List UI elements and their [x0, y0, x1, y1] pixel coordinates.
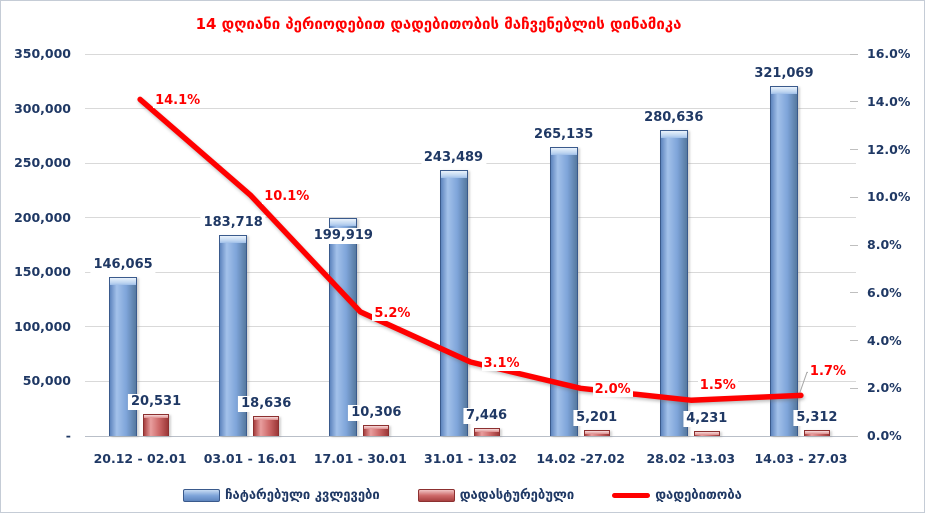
- bar-top-highlight: [804, 431, 829, 435]
- x-axis-label: 03.01 - 16.01: [203, 451, 297, 466]
- line-point-label: 5.2%: [372, 305, 413, 321]
- bar-conducted-tests: [109, 276, 138, 436]
- right-axis-tick: [850, 340, 858, 341]
- y-axis-label-left: 150,000: [14, 264, 71, 280]
- bar-confirmed: [803, 430, 830, 436]
- legend-label-confirmed: დადასტურებული: [459, 487, 575, 503]
- line-point-label: 2.0%: [592, 382, 633, 398]
- legend-item-confirmed: დადასტურებული: [417, 487, 575, 503]
- bar-confirmed: [143, 413, 170, 436]
- bar-conducted-tests: [659, 129, 688, 436]
- legend-label-positivity: დადებითობა: [655, 487, 742, 503]
- right-axis-tick: [850, 244, 858, 246]
- gridline: [85, 53, 856, 55]
- y-axis-label-left: 300,000: [14, 100, 71, 116]
- bar-confirmed: [363, 424, 390, 436]
- y-axis-label-right: 6.0%: [867, 284, 902, 300]
- bar-conducted-tests: [329, 217, 358, 436]
- legend-label-conducted-tests: ჩატარებული კვლევები: [225, 487, 380, 503]
- x-axis-label: 17.01 - 30.01: [313, 451, 407, 466]
- legend: ჩატარებული კვლევები დადასტურებული დადები…: [1, 483, 924, 507]
- line-point-label: 1.7%: [807, 364, 848, 380]
- x-axis-label: 28.02 -13.03: [646, 451, 736, 466]
- bar-top-highlight: [110, 277, 137, 285]
- bar-confirmed: [693, 431, 720, 436]
- bar-conducted-tests: [439, 170, 468, 436]
- right-axis-tick: [850, 435, 858, 437]
- line-point-label: 3.1%: [481, 355, 522, 371]
- y-axis-label-right: 14.0%: [867, 93, 911, 109]
- legend-item-conducted-tests: ჩატარებული კვლევები: [183, 488, 380, 503]
- line-point-label: 1.5%: [697, 378, 738, 394]
- y-axis-label-left: 100,000: [14, 318, 71, 334]
- line-point-label: 14.1%: [153, 93, 203, 109]
- x-axis-label: 14.03 - 27.03: [754, 451, 848, 466]
- y-axis-label-right: 10.0%: [867, 189, 911, 205]
- bar-confirmed: [253, 415, 280, 436]
- bar-top-highlight: [144, 414, 169, 418]
- bar-top-highlight: [220, 236, 247, 244]
- y-axis-label-left: 200,000: [14, 209, 71, 225]
- bar-label-conducted: 183,718: [200, 215, 266, 232]
- bar-label-conducted: 321,069: [751, 65, 817, 82]
- bar-top-highlight: [694, 432, 719, 436]
- y-axis-label-left: 250,000: [14, 155, 71, 171]
- y-axis-label-left: 50,000: [22, 373, 71, 389]
- right-axis-tick: [850, 101, 858, 103]
- bar-label-conducted: 199,919: [310, 227, 376, 244]
- y-axis-label-left: -: [65, 428, 71, 443]
- bar-conducted-tests: [549, 146, 578, 436]
- bar-top-highlight: [330, 218, 357, 226]
- bar-label-conducted: 243,489: [420, 150, 487, 167]
- bar-top-highlight: [660, 130, 687, 138]
- y-axis-label-right: 0.0%: [867, 428, 902, 443]
- bar-top-highlight: [440, 171, 467, 179]
- right-axis-tick: [850, 53, 858, 55]
- bar-top-highlight: [550, 147, 577, 155]
- bar-label-conducted: 280,636: [641, 109, 707, 126]
- bar-label-confirmed: 5,201: [573, 410, 621, 427]
- bar-top-highlight: [364, 425, 389, 429]
- legend-swatch-red-bar-icon: [417, 488, 455, 502]
- right-axis-tick: [850, 196, 858, 198]
- bar-label-confirmed: 10,306: [348, 404, 405, 421]
- legend-swatch-red-line-icon: [612, 492, 651, 498]
- right-axis-tick: [850, 149, 858, 150]
- bar-confirmed: [473, 427, 500, 436]
- x-axis-label: 31.01 - 13.02: [424, 451, 517, 466]
- right-axis-tick: [850, 292, 858, 294]
- x-axis-label: 14.02 -27.02: [536, 451, 625, 466]
- y-axis-label-left: 350,000: [14, 46, 71, 61]
- bar-label-confirmed: 5,312: [793, 410, 841, 427]
- bar-top-highlight: [770, 86, 797, 94]
- gridline: [85, 380, 856, 382]
- y-axis-label-right: 4.0%: [867, 332, 902, 348]
- bar-label-confirmed: 7,446: [462, 407, 511, 424]
- bar-confirmed: [583, 430, 610, 436]
- y-axis-label-right: 16.0%: [867, 46, 911, 61]
- gridline: [85, 435, 856, 437]
- gridline: [85, 326, 856, 328]
- bar-top-highlight: [254, 416, 279, 420]
- bar-label-confirmed: 20,531: [127, 393, 185, 410]
- bar-label-conducted: 146,065: [90, 256, 156, 273]
- y-axis-label-right: 8.0%: [867, 237, 902, 252]
- legend-item-positivity: დადებითობა: [612, 488, 742, 503]
- legend-swatch-blue-bar-icon: [183, 488, 221, 502]
- bar-top-highlight: [584, 431, 609, 435]
- chart-title: 14 დღიანი პერიოდებით დადებითობის მაჩვენე…: [195, 15, 682, 33]
- y-axis-label-right: 12.0%: [867, 141, 911, 157]
- line-point-label: 10.1%: [262, 188, 312, 204]
- bar-conducted-tests: [769, 85, 798, 436]
- bar-label-confirmed: 4,231: [683, 411, 731, 428]
- gridline: [85, 271, 856, 273]
- bar-label-conducted: 265,135: [531, 126, 597, 143]
- bar-label-confirmed: 18,636: [238, 395, 295, 412]
- right-axis-tick: [850, 387, 858, 389]
- x-axis-label: 20.12 - 02.01: [93, 451, 187, 466]
- y-axis-label-right: 2.0%: [867, 380, 902, 396]
- bar-top-highlight: [474, 428, 499, 432]
